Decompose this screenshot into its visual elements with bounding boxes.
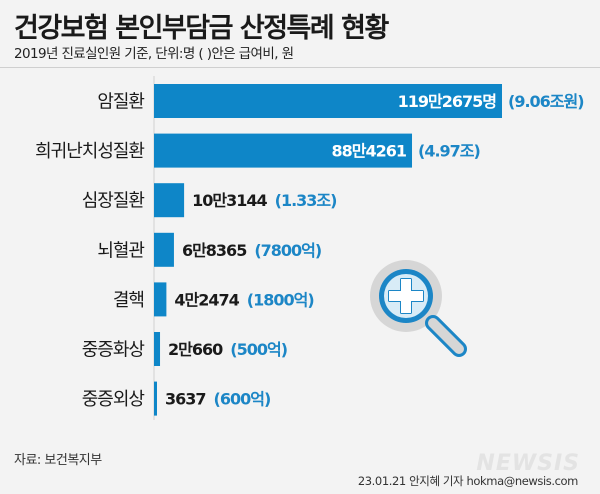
bar bbox=[154, 133, 413, 168]
page-title: 건강보험 본인부담금 산정특례 현황 bbox=[14, 13, 389, 44]
bars-group: 암질환 119만2675명 (9.06조원) 희귀난치성질환 88만4261 (4.97조… bbox=[35, 84, 585, 416]
category-label: 희귀난치성질환 bbox=[35, 141, 144, 162]
secondary-label: (9.06조원) bbox=[508, 92, 584, 111]
secondary-label: (600억) bbox=[214, 390, 271, 409]
value-label: 6만8365 bbox=[182, 241, 247, 260]
bar bbox=[154, 282, 167, 317]
page-subtitle: 2019년 진료실인원 기준, 단위:명 ( )안은 급여비, 원 bbox=[14, 46, 294, 62]
magnifier-medical-cross-icon bbox=[370, 260, 467, 357]
bar bbox=[154, 84, 502, 118]
header-divider bbox=[0, 67, 600, 68]
category-label: 중증외상 bbox=[82, 389, 145, 410]
value-label: 4만2474 bbox=[174, 290, 239, 309]
secondary-label: (7800억) bbox=[254, 241, 321, 260]
credit-line: 23.01.21 안지혜 기자 hokma@newsis.com bbox=[357, 474, 579, 488]
secondary-label: (1800억) bbox=[247, 290, 314, 309]
value-label: 119만2675명 bbox=[398, 92, 497, 111]
category-label: 암질환 bbox=[97, 92, 144, 113]
newsis-logo: NEWSIS bbox=[476, 451, 580, 476]
category-label: 뇌혈관 bbox=[97, 240, 144, 261]
bar bbox=[154, 381, 157, 416]
bar bbox=[154, 232, 174, 267]
value-label: 10만3144 bbox=[192, 191, 267, 210]
value-label: 2만660 bbox=[168, 340, 223, 359]
bar bbox=[154, 183, 185, 218]
category-label: 결핵 bbox=[113, 290, 144, 311]
bar bbox=[154, 332, 161, 366]
category-label: 중증화상 bbox=[82, 340, 145, 361]
secondary-label: (4.97조) bbox=[418, 142, 480, 161]
value-label: 88만4261 bbox=[331, 142, 406, 161]
secondary-label: (500억) bbox=[230, 340, 287, 359]
secondary-label: (1.33조) bbox=[275, 191, 337, 210]
source-note: 자료: 보건복지부 bbox=[14, 453, 102, 468]
value-label: 3637 bbox=[165, 390, 206, 409]
category-label: 심장질환 bbox=[82, 191, 145, 212]
